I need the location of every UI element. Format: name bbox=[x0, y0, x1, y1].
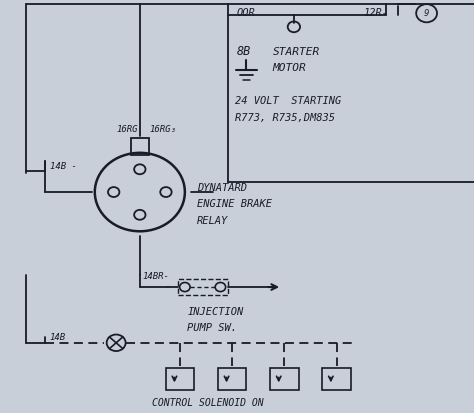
Bar bbox=[218, 368, 246, 390]
Text: 14B -: 14B - bbox=[50, 162, 77, 171]
Text: R773, R735,DM835: R773, R735,DM835 bbox=[235, 113, 335, 123]
Text: INJECTION: INJECTION bbox=[187, 307, 244, 317]
Text: CONTROL SOLENOID ON: CONTROL SOLENOID ON bbox=[152, 398, 263, 408]
Text: 8B: 8B bbox=[237, 45, 251, 58]
Text: PUMP SW.: PUMP SW. bbox=[187, 323, 237, 333]
Text: 12R-: 12R- bbox=[364, 8, 389, 18]
Text: 14B: 14B bbox=[50, 333, 66, 342]
Bar bbox=[166, 368, 194, 390]
Text: 24 VOLT  STARTING: 24 VOLT STARTING bbox=[235, 96, 341, 106]
Text: MOTOR: MOTOR bbox=[273, 63, 306, 73]
Text: STARTER: STARTER bbox=[273, 47, 320, 57]
Bar bbox=[270, 368, 299, 390]
Bar bbox=[322, 368, 351, 390]
Text: 9: 9 bbox=[424, 9, 429, 18]
Text: OOR: OOR bbox=[237, 8, 256, 18]
Text: 16RG: 16RG bbox=[116, 125, 137, 134]
Text: RELAY: RELAY bbox=[197, 216, 228, 226]
Text: 16RG₃: 16RG₃ bbox=[149, 125, 176, 134]
Text: ENGINE BRAKE: ENGINE BRAKE bbox=[197, 199, 272, 209]
Bar bbox=[178, 279, 228, 295]
Text: 14BR-: 14BR- bbox=[142, 272, 169, 281]
Bar bbox=[131, 138, 149, 155]
Text: DYNATARD: DYNATARD bbox=[197, 183, 246, 193]
